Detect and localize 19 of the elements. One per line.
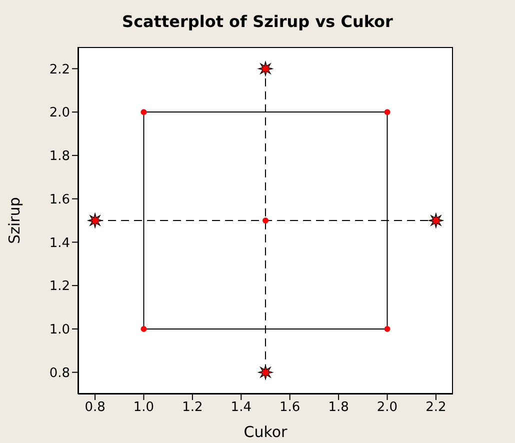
x-tick-label: 2.2 (426, 400, 446, 416)
y-tick-label: 1.2 (49, 279, 70, 294)
x-tick-label: 1.0 (133, 400, 154, 416)
x-axis-title: Cukor (244, 423, 288, 441)
x-tick-label: 1.2 (182, 400, 203, 416)
y-tick-label: 1.4 (49, 236, 70, 251)
chart-title: Scatterplot of Szirup vs Cukor (121, 12, 394, 31)
x-tick-label: 1.4 (230, 400, 252, 416)
y-tick-label: 2.2 (49, 62, 70, 78)
y-tick-label: 1.0 (49, 322, 70, 338)
x-tick-label: 1.6 (280, 400, 300, 416)
y-axis-title: Szirup (5, 197, 24, 244)
y-tick-label: 1.6 (49, 192, 70, 208)
x-tick-label: 0.8 (84, 400, 106, 416)
y-tick-label: 2.0 (49, 106, 70, 121)
x-tick-label: 2.0 (376, 400, 398, 416)
y-tick-label: 0.8 (49, 366, 70, 381)
y-tick-label: 1.8 (49, 149, 70, 164)
x-tick-label: 1.8 (328, 400, 349, 416)
